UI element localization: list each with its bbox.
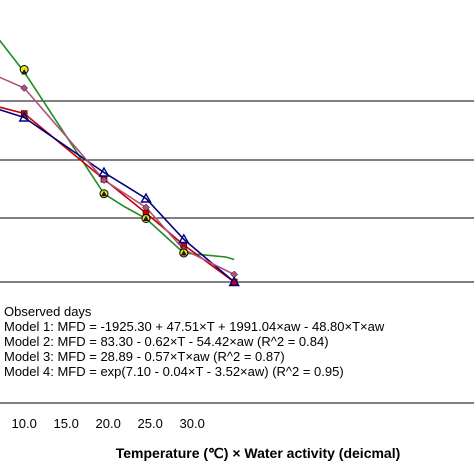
data-point (180, 250, 187, 256)
data-point (178, 233, 190, 244)
data-point (143, 215, 149, 221)
x-tick-label: 30.0 (180, 416, 205, 431)
x-tick-label: 25.0 (138, 416, 163, 431)
x-tick-label: 10.0 (12, 416, 37, 431)
data-point (140, 192, 152, 203)
data-point (20, 84, 29, 92)
series-lines (0, 39, 235, 283)
series-line-1 (0, 106, 235, 283)
data-point (98, 166, 110, 177)
legend-entry: Model 3: MFD = 28.89 - 0.57×T×aw (R^2 = … (4, 349, 285, 364)
x-ticks: 10.0 15.0 20.0 25.0 30.0 (12, 416, 205, 431)
x-axis-title: Temperature (℃) × Water activity (deicma… (116, 445, 401, 461)
data-point (21, 69, 28, 75)
legend-entry: Model 1: MFD = -1925.30 + 47.51×T + 1991… (4, 319, 385, 334)
series-markers (18, 65, 240, 287)
data-point (142, 203, 150, 212)
data-point (100, 176, 108, 184)
x-tick-label: 20.0 (96, 416, 121, 431)
legend-entry: Observed days (4, 304, 92, 319)
x-tick-label: 15.0 (54, 416, 79, 431)
legend-entry: Model 4: MFD = exp(7.10 - 0.04×T - 3.52×… (4, 364, 344, 379)
series-line-2 (0, 108, 235, 283)
gridlines (0, 100, 474, 283)
series-line-3 (0, 76, 235, 276)
data-point (228, 276, 240, 287)
data-point (18, 111, 30, 122)
series-line-0 (0, 39, 235, 261)
legend-entry: Model 2: MFD = 83.30 - 0.62×T - 54.42×aw… (4, 334, 329, 349)
data-point (101, 190, 107, 197)
